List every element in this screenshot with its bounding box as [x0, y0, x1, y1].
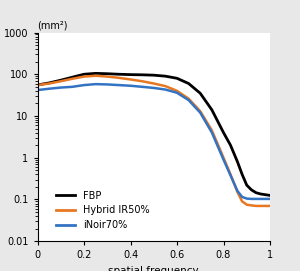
- FBP: [47, 81, 51, 85]
- iNoir70%: [152, 86, 156, 89]
- Hybrid IR50%: [152, 82, 156, 85]
- iNoir70%: [229, 174, 232, 177]
- FBP: [268, 194, 272, 197]
- FBP: [40, 82, 44, 86]
- FBP: [140, 73, 144, 76]
- Hybrid IR50%: [259, 204, 262, 208]
- iNoir70%: [236, 189, 239, 193]
- FBP: [152, 73, 156, 77]
- Hybrid IR50%: [240, 200, 244, 203]
- iNoir70%: [164, 88, 167, 91]
- iNoir70%: [70, 85, 74, 88]
- Hybrid IR50%: [47, 82, 51, 85]
- Hybrid IR50%: [222, 156, 225, 159]
- Line: Hybrid IR50%: Hybrid IR50%: [38, 76, 270, 206]
- iNoir70%: [210, 131, 214, 134]
- iNoir70%: [254, 197, 258, 201]
- iNoir70%: [117, 83, 121, 87]
- FBP: [36, 83, 39, 87]
- FBP: [254, 191, 258, 194]
- Hybrid IR50%: [236, 191, 239, 194]
- Line: iNoir70%: iNoir70%: [38, 84, 270, 199]
- Hybrid IR50%: [117, 76, 121, 79]
- iNoir70%: [129, 84, 132, 87]
- Hybrid IR50%: [229, 173, 232, 176]
- FBP: [164, 75, 167, 78]
- iNoir70%: [59, 86, 63, 89]
- Hybrid IR50%: [175, 89, 179, 92]
- FBP: [240, 173, 244, 176]
- Line: FBP: FBP: [38, 73, 270, 195]
- iNoir70%: [82, 83, 86, 87]
- FBP: [250, 188, 253, 192]
- iNoir70%: [187, 98, 190, 102]
- Hybrid IR50%: [129, 78, 132, 81]
- FBP: [229, 144, 232, 147]
- Hybrid IR50%: [264, 204, 267, 208]
- FBP: [117, 73, 121, 76]
- iNoir70%: [250, 197, 253, 201]
- FBP: [199, 92, 202, 95]
- iNoir70%: [94, 82, 98, 86]
- Hybrid IR50%: [70, 77, 74, 80]
- FBP: [82, 73, 86, 76]
- iNoir70%: [47, 87, 51, 90]
- Hybrid IR50%: [82, 75, 86, 78]
- FBP: [222, 131, 225, 134]
- FBP: [106, 72, 109, 75]
- X-axis label: spatial frequency: spatial frequency: [108, 266, 199, 271]
- Hybrid IR50%: [40, 83, 44, 86]
- FBP: [264, 193, 267, 196]
- FBP: [236, 160, 239, 163]
- Hybrid IR50%: [254, 204, 258, 208]
- FBP: [94, 72, 98, 75]
- FBP: [259, 192, 262, 196]
- Hybrid IR50%: [140, 80, 144, 83]
- iNoir70%: [245, 197, 248, 200]
- Hybrid IR50%: [210, 129, 214, 132]
- Hybrid IR50%: [59, 80, 63, 83]
- FBP: [245, 183, 248, 187]
- FBP: [129, 73, 132, 76]
- Hybrid IR50%: [268, 204, 272, 208]
- iNoir70%: [268, 197, 272, 201]
- iNoir70%: [106, 83, 109, 86]
- FBP: [70, 76, 74, 79]
- Hybrid IR50%: [245, 203, 248, 206]
- Legend: FBP, Hybrid IR50%, iNoir70%: FBP, Hybrid IR50%, iNoir70%: [52, 187, 153, 234]
- Hybrid IR50%: [164, 85, 167, 88]
- Text: (mm²): (mm²): [38, 20, 68, 30]
- iNoir70%: [240, 195, 244, 199]
- FBP: [210, 108, 214, 111]
- iNoir70%: [36, 88, 39, 92]
- FBP: [59, 79, 63, 82]
- Hybrid IR50%: [94, 74, 98, 78]
- iNoir70%: [259, 197, 262, 201]
- iNoir70%: [222, 158, 225, 161]
- FBP: [187, 82, 190, 85]
- iNoir70%: [264, 197, 267, 201]
- iNoir70%: [199, 111, 202, 114]
- Hybrid IR50%: [199, 109, 202, 113]
- iNoir70%: [175, 91, 179, 94]
- Hybrid IR50%: [36, 83, 39, 87]
- iNoir70%: [40, 88, 44, 91]
- Hybrid IR50%: [106, 75, 109, 78]
- Hybrid IR50%: [250, 204, 253, 207]
- FBP: [175, 77, 179, 80]
- iNoir70%: [140, 85, 144, 88]
- Hybrid IR50%: [187, 97, 190, 100]
